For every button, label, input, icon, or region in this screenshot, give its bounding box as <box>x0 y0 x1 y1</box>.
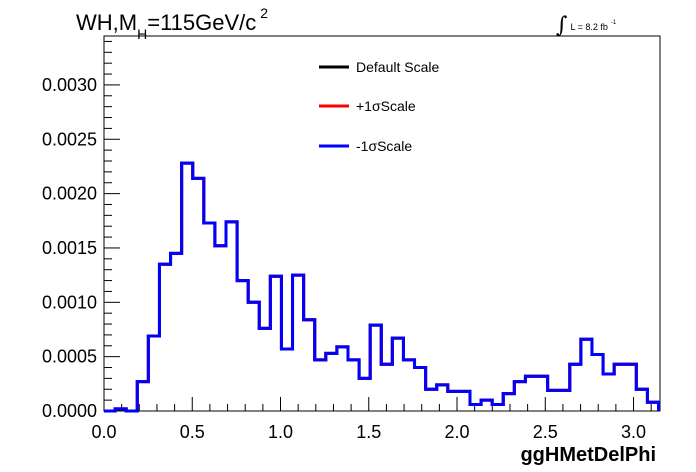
y-tick-label: 0.0015 <box>42 238 97 258</box>
luminosity-text: L = 8.2 fb <box>570 22 607 32</box>
x-tick-label: 2.5 <box>533 422 558 442</box>
integral-symbol: ∫ <box>556 13 568 38</box>
luminosity-label: ∫ L = 8.2 fb -1 <box>556 13 617 38</box>
x-tick-label: 3.0 <box>621 422 646 442</box>
series-layer <box>104 161 661 413</box>
series-line-1 <box>104 161 661 413</box>
chart-title: WH,MH=115GeV/c 2 <box>76 5 268 42</box>
series-line-2 <box>104 161 661 413</box>
legend-label-minus: -1σScale <box>356 138 412 154</box>
x-tick-label: 0.0 <box>91 422 116 442</box>
legend-label-plus: +1σScale <box>356 98 416 114</box>
title-subscript: H <box>137 26 147 42</box>
luminosity-superscript: -1 <box>611 20 617 26</box>
x-tick-label: 1.5 <box>356 422 381 442</box>
y-tick-label: 0.0030 <box>42 75 97 95</box>
title-main: =115GeV/c <box>147 10 256 35</box>
x-tick-label: 1.0 <box>268 422 293 442</box>
y-axis: 0.0000 0.0005 0.0010 0.0015 0.0020 0.0025 0.00… <box>42 40 120 421</box>
y-tick-label: 0.0005 <box>42 347 97 367</box>
title-prefix: WH,M <box>76 10 137 35</box>
title-superscript: 2 <box>260 5 268 21</box>
x-axis: 0.0 0.5 1.0 1.5 2.0 2.5 3.0 <box>91 397 652 442</box>
y-tick-label: 0.0010 <box>42 292 97 312</box>
y-tick-label: 0.0020 <box>42 184 97 204</box>
plot-frame <box>103 35 661 412</box>
series-line-0 <box>104 161 661 413</box>
legend-label-default: Default Scale <box>356 59 439 75</box>
legend: Default Scale +1σScale -1σScale <box>319 59 439 154</box>
x-tick-label: 0.5 <box>180 422 205 442</box>
y-tick-label: 0.0025 <box>42 129 97 149</box>
y-tick-label: 0.0000 <box>42 401 97 421</box>
x-tick-label: 2.0 <box>445 422 470 442</box>
x-axis-label: ggHMetDelPhi <box>520 444 656 466</box>
